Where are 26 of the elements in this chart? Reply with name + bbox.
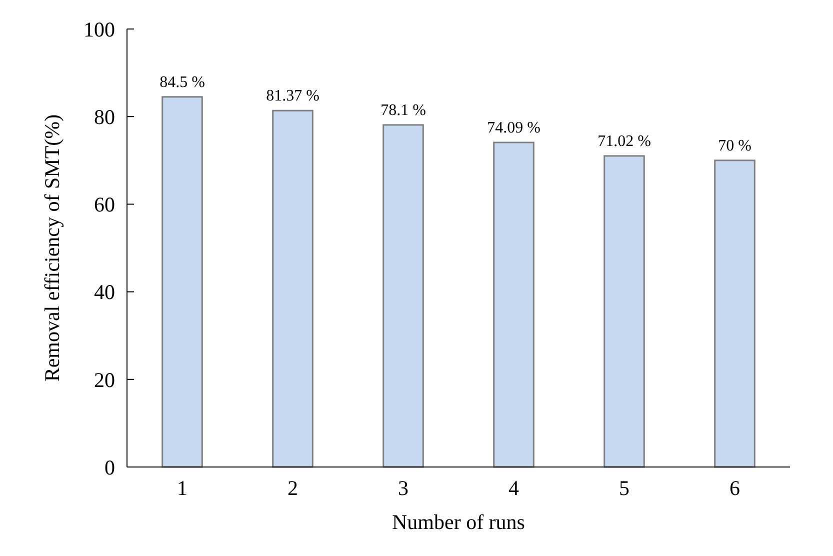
y-tick-label: 0 <box>104 455 115 480</box>
data-label: 74.09 % <box>487 119 540 136</box>
bar <box>604 155 645 468</box>
x-axis-title: Number of runs <box>392 510 525 534</box>
bar <box>382 124 424 468</box>
y-tick-label: 40 <box>94 280 115 304</box>
bar <box>714 160 756 468</box>
data-label: 81.37 % <box>266 88 320 105</box>
x-tick-label: 6 <box>730 476 740 500</box>
y-axis-title: Removal efficiency of SMT(%) <box>40 114 64 382</box>
x-tick-label: 5 <box>619 476 630 500</box>
y-tick-label: 80 <box>94 104 115 129</box>
y-tick-label: 20 <box>94 368 115 392</box>
y-tick-label: 100 <box>84 17 115 42</box>
x-tick-label: 4 <box>508 476 520 500</box>
y-tick-label: 60 <box>94 192 115 217</box>
bar <box>162 96 203 468</box>
data-label: 78.1 % <box>380 102 426 119</box>
bar <box>493 142 534 468</box>
x-tick-label: 1 <box>177 476 188 500</box>
data-label: 70 % <box>718 137 752 154</box>
bar <box>272 110 314 468</box>
x-tick-label: 3 <box>398 476 408 500</box>
data-label: 84.5 % <box>160 74 205 91</box>
x-tick-label: 2 <box>288 476 298 500</box>
data-label: 71.02 % <box>598 132 651 150</box>
